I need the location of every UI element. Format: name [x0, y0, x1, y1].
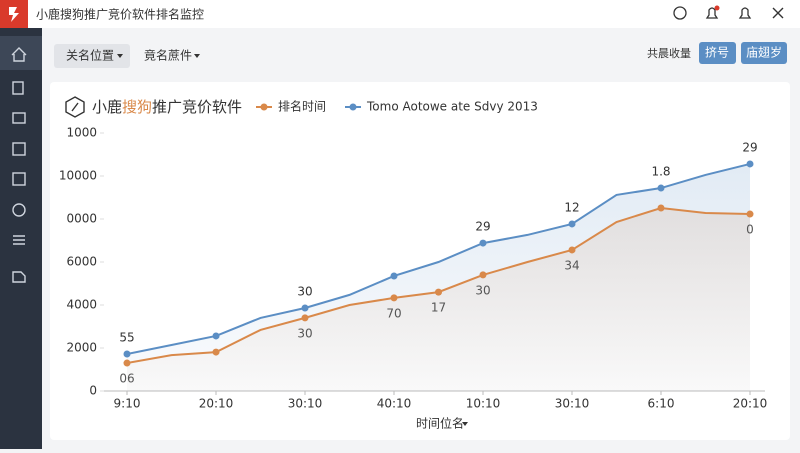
title-part: 小鹿 — [92, 98, 122, 116]
x-tick-label: 20:10 — [733, 397, 768, 411]
data-point — [212, 348, 220, 356]
x-tick-label: 20:10 — [199, 397, 234, 411]
button-label: 庙翅岁 — [746, 45, 782, 60]
data-point — [479, 239, 487, 247]
x-tick-label: 10:10 — [466, 397, 501, 411]
data-point — [479, 271, 487, 279]
x-tick-label: 30:10 — [288, 397, 323, 411]
data-point — [123, 359, 131, 367]
dropdown-caret — [117, 54, 123, 58]
home-icon[interactable] — [11, 47, 27, 62]
x-tick-label: 9:10 — [114, 397, 141, 411]
series-line — [126, 162, 751, 356]
title-part: 推广竞价软件 — [152, 98, 242, 116]
app-icon-glyph — [9, 7, 19, 22]
dropdown-position[interactable] — [54, 44, 130, 68]
series-area — [127, 163, 750, 391]
point-label: 0 — [746, 223, 754, 237]
x-axis-caret — [462, 422, 468, 426]
x-tick-label: 6:10 — [648, 397, 675, 411]
point-label: 06 — [119, 372, 134, 386]
data-point — [568, 246, 576, 254]
button[interactable] — [699, 42, 736, 64]
point-label: 12 — [564, 200, 579, 214]
x-tick-label: 30:10 — [555, 397, 590, 411]
y-tick-label: 2000 — [66, 341, 97, 355]
dropdown-label: 关名位置 — [66, 48, 114, 63]
data-point — [746, 210, 754, 218]
point-label: 34 — [564, 258, 579, 272]
data-point — [390, 272, 398, 280]
chart-title: 小鹿搜狗推广竞价软件 — [92, 98, 242, 116]
title-bar — [0, 0, 800, 28]
dropdown-caret — [194, 54, 200, 58]
title-highlight: 搜狗 — [122, 98, 152, 116]
layers-icon[interactable] — [13, 235, 25, 245]
data-point — [390, 294, 398, 302]
y-tick-label: 10000 — [59, 169, 97, 183]
data-point — [123, 350, 131, 358]
point-label: 29 — [742, 140, 757, 154]
chart-icon — [65, 96, 85, 118]
x-axis-label[interactable]: 时间位名 — [416, 416, 464, 431]
data-point — [657, 204, 665, 212]
legend-label: Tomo Aotowe ate Sdvy 2013 — [366, 100, 538, 114]
list-icon[interactable] — [12, 142, 26, 156]
doc-icon[interactable] — [12, 81, 24, 95]
data-point — [746, 160, 754, 168]
grid-icon[interactable] — [12, 172, 26, 186]
legend-marker — [349, 103, 357, 111]
point-label: 30 — [297, 285, 312, 299]
chart-icon-glyph — [71, 102, 79, 112]
notification-icon[interactable] — [705, 7, 719, 19]
point-label: 30 — [297, 326, 312, 340]
legend-label: 排名时间 — [278, 99, 326, 114]
point-label: 30 — [475, 283, 490, 297]
export-icon[interactable] — [12, 271, 26, 283]
status-text: 共晨收量 — [647, 46, 691, 60]
x-tick-label: 40:10 — [377, 397, 412, 411]
data-point — [212, 332, 220, 340]
y-tick-label: 1000 — [66, 126, 97, 140]
clock-icon[interactable] — [12, 203, 26, 217]
data-point — [657, 184, 665, 192]
sidebar-active — [0, 36, 42, 70]
sidebar — [0, 28, 42, 449]
data-point — [301, 304, 309, 312]
data-point — [435, 288, 442, 296]
y-tick-label: 6000 — [66, 255, 97, 269]
point-label: 55 — [119, 331, 134, 345]
button-label: 挤号 — [705, 45, 729, 60]
data-point — [568, 220, 576, 228]
y-tick-label: 0 — [89, 384, 97, 398]
point-label: 29 — [475, 220, 490, 234]
data-point — [301, 314, 309, 322]
close-button[interactable] — [772, 7, 784, 19]
point-label: 17 — [431, 301, 446, 315]
dropdown-label[interactable]: 竟名蔗件 — [144, 48, 192, 63]
y-tick-label: 0000 — [66, 212, 97, 226]
legend-marker — [260, 103, 268, 111]
help-icon[interactable] — [673, 6, 687, 20]
y-tick-label: 4000 — [66, 298, 97, 312]
bell-icon[interactable] — [738, 7, 752, 19]
notification-dot — [714, 5, 720, 11]
app-title: 小鹿搜狗推广竞价软件排名监控 — [36, 7, 204, 22]
button[interactable] — [741, 42, 787, 64]
point-label: 70 — [386, 306, 401, 320]
edit-icon[interactable] — [12, 112, 26, 124]
point-label: 1.8 — [651, 165, 670, 179]
